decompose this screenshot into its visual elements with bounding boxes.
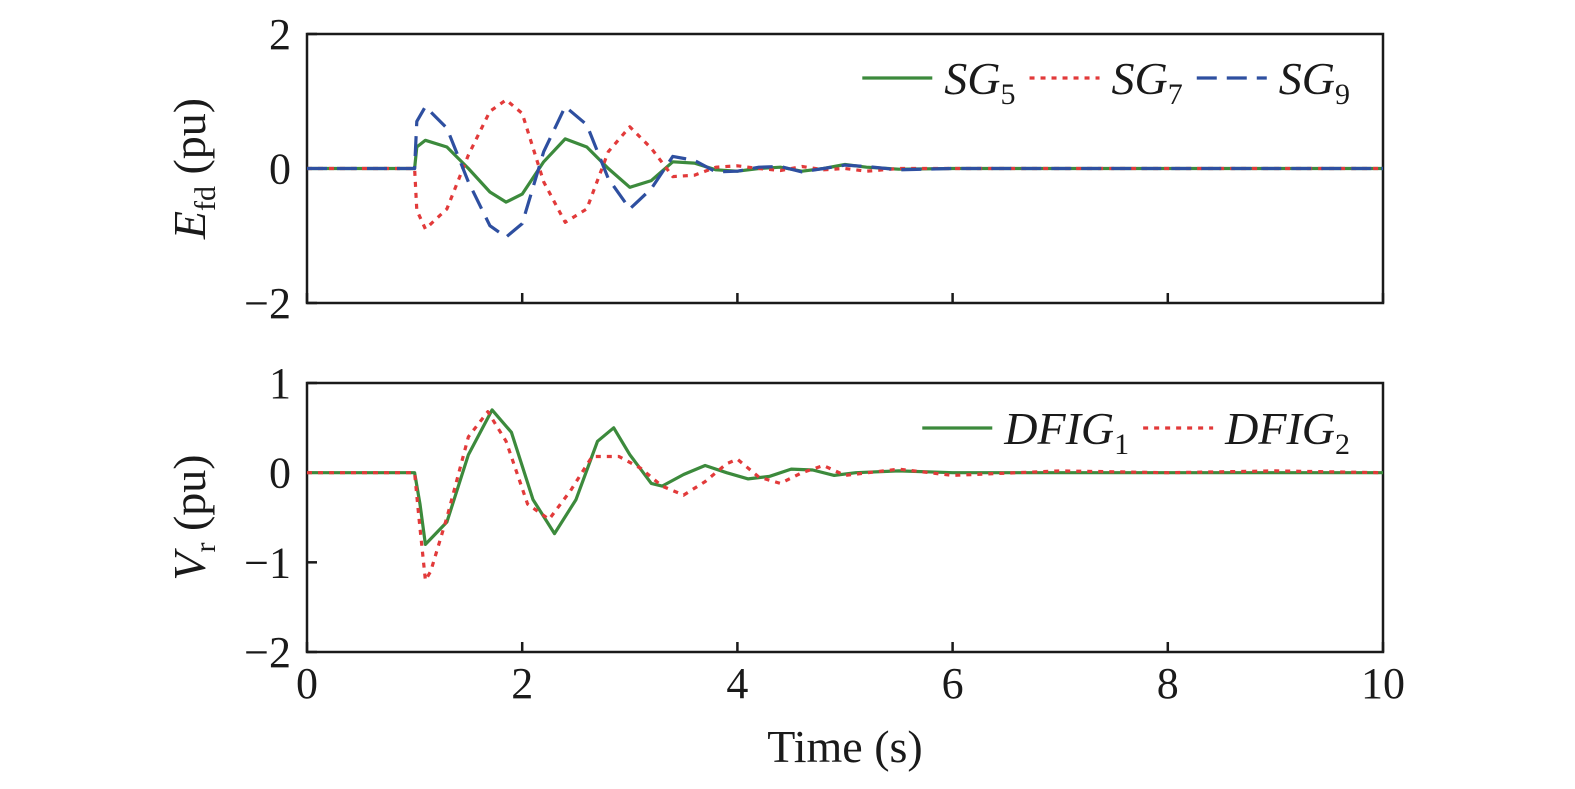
series-line-sg7 [307, 98, 1383, 231]
y-tick-label: −2 [244, 279, 291, 328]
x-tick-label: 6 [942, 659, 964, 708]
y-tick-label: −2 [244, 628, 291, 677]
y-tick-label: 0 [269, 145, 291, 194]
legend-label: DFIG1 [1003, 403, 1129, 461]
x-tick-label: 0 [296, 659, 318, 708]
y-tick-label: 1 [269, 359, 291, 408]
legend: DFIG2 DFIG1 [922, 403, 1350, 461]
series-line-dfig1 [307, 408, 1383, 547]
y-tick-label: −1 [244, 538, 291, 587]
legend: SG9 SG7 SG5 [862, 53, 1350, 111]
y-axis-title: Vr (pu) [164, 454, 222, 580]
legend-label: SG5 [944, 53, 1015, 111]
y-tick-label: 2 [269, 10, 291, 59]
x-tick-label: 8 [1157, 659, 1179, 708]
panel-exciter-voltage: 2 0 −2 Efd (pu) SG9 SG7 SG5 [164, 10, 1385, 328]
plot-frame [305, 381, 1385, 654]
x-tick-label: 2 [511, 659, 533, 708]
series-line-sg9 [307, 104, 1383, 239]
series-line-sg5 [307, 137, 1383, 204]
y-axis-title: Efd (pu) [164, 98, 222, 240]
legend-label: DFIG2 [1224, 403, 1350, 461]
series-line-dfig2 [307, 410, 1383, 582]
x-axis-title: Time (s) [767, 721, 923, 772]
x-tick-label: 10 [1361, 659, 1405, 708]
y-tick-label: 0 [269, 449, 291, 498]
legend-label: SG7 [1112, 53, 1183, 111]
x-tick-label: 4 [726, 659, 748, 708]
legend-label: SG9 [1279, 53, 1350, 111]
